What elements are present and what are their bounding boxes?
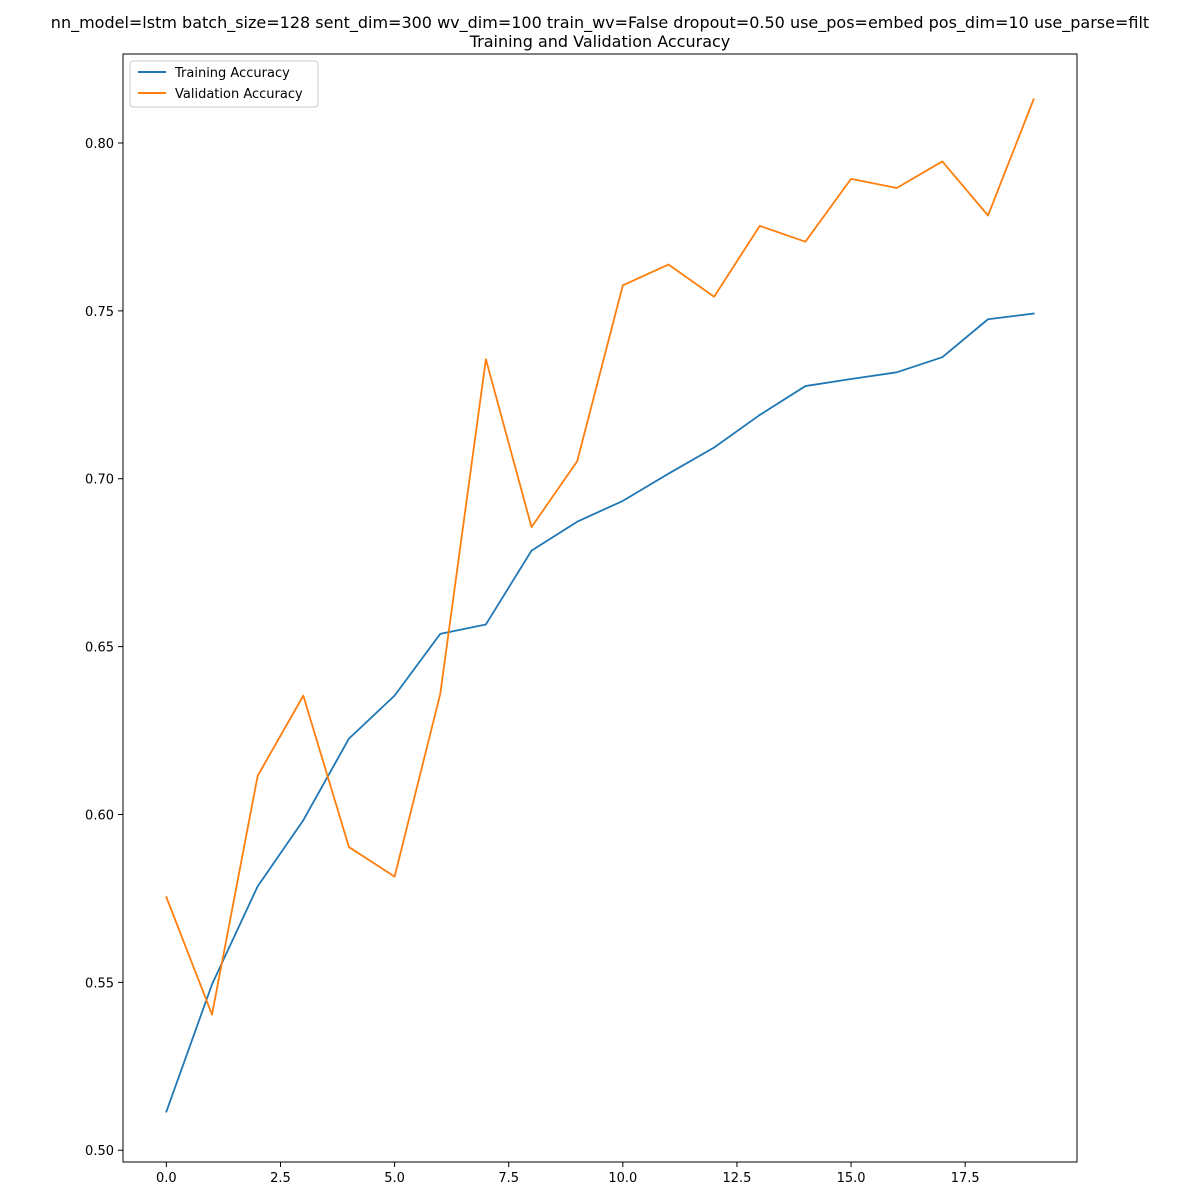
plot-area <box>165 98 1035 1113</box>
legend-label-training: Training Accuracy <box>174 66 290 81</box>
y-axis: 0.50 0.55 0.60 0.65 0.70 0.75 0.80 <box>85 137 123 1159</box>
x-tick-label: 7.5 <box>498 1171 519 1186</box>
y-tick-label: 0.60 <box>85 808 114 823</box>
y-tick-label: 0.65 <box>85 641 114 656</box>
x-axis: 0.0 2.5 5.0 7.5 10.0 12.5 15.0 17.5 <box>156 1162 980 1186</box>
y-tick-label: 0.75 <box>85 305 114 320</box>
legend-box <box>129 60 319 108</box>
y-tick-label: 0.55 <box>85 976 114 991</box>
axes-frame <box>122 53 1078 1163</box>
legend: Training Accuracy Validation Accuracy <box>129 60 319 108</box>
x-tick-label: 10.0 <box>608 1171 637 1186</box>
y-tick-label: 0.50 <box>85 1144 114 1159</box>
x-tick-label: 5.0 <box>384 1171 405 1186</box>
x-tick-label: 17.5 <box>951 1171 980 1186</box>
x-tick-label: 12.5 <box>722 1171 751 1186</box>
chart-subtitle: Training and Validation Accuracy <box>469 32 731 51</box>
series-line-training-accuracy <box>165 312 1035 1113</box>
x-tick-label: 15.0 <box>837 1171 866 1186</box>
x-tick-label: 0.0 <box>156 1171 177 1186</box>
series-line-validation-accuracy <box>165 98 1035 1016</box>
x-tick-label: 2.5 <box>270 1171 291 1186</box>
chart-title: nn_model=lstm batch_size=128 sent_dim=30… <box>51 13 1149 33</box>
y-tick-label: 0.80 <box>85 137 114 152</box>
y-tick-label: 0.70 <box>85 473 114 488</box>
legend-label-validation: Validation Accuracy <box>175 87 303 102</box>
